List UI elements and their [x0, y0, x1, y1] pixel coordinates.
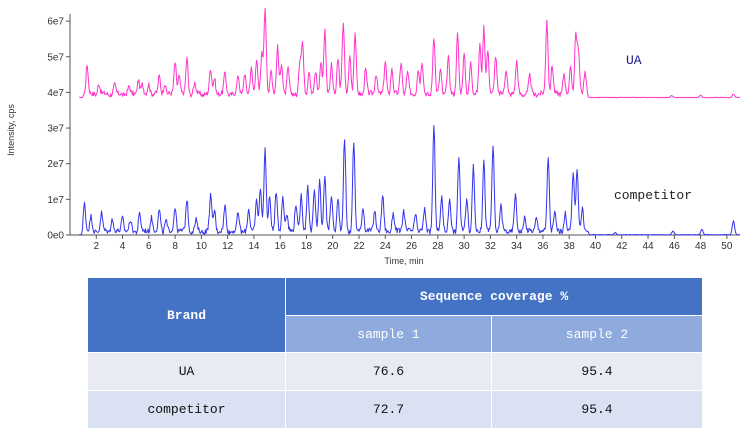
x-tick-label: 20 [327, 241, 339, 252]
x-tick-label: 10 [196, 241, 208, 252]
x-tick-label: 18 [301, 241, 313, 252]
y-axis-title: Intensity, cps [6, 104, 16, 156]
x-tick-label: 26 [406, 241, 418, 252]
brand-cell: competitor [87, 390, 286, 429]
sample1-cell: 72.7 [285, 390, 492, 429]
sample1-header: sample 1 [285, 315, 492, 353]
x-tick-label: 38 [564, 241, 576, 252]
sample2-header: sample 2 [490, 315, 704, 353]
y-tick-label: 1e7 [47, 195, 64, 206]
x-tick-label: 34 [511, 241, 523, 252]
x-tick-label: 32 [485, 241, 497, 252]
table-row: competitor 72.7 95.4 [87, 390, 704, 429]
series-line-ua [79, 7, 741, 99]
x-tick-label: 4 [120, 241, 126, 252]
x-tick-label: 16 [275, 241, 287, 252]
x-tick-label: 22 [353, 241, 365, 252]
y-tick-label: 0e0 [47, 231, 64, 242]
x-tick-label: 14 [248, 241, 260, 252]
series-lines [79, 7, 741, 236]
brand-header: Brand [87, 277, 286, 353]
y-tick-label: 6e7 [47, 17, 64, 28]
x-tick-label: 46 [669, 241, 681, 252]
x-tick-label: 24 [380, 241, 392, 252]
x-axis-ticks: 2 4 6 8 10 12 14 16 18 20 22 24 26 28 30 32 34 36 38 40 42 44… [93, 235, 733, 252]
x-tick-label: 28 [432, 241, 444, 252]
x-tick-label: 44 [642, 241, 654, 252]
series-label-ua: UA [626, 53, 642, 68]
x-tick-label: 2 [93, 241, 99, 252]
sample2-cell: 95.4 [490, 390, 704, 429]
x-axis-title: Time, min [384, 256, 423, 266]
x-tick-label: 48 [695, 241, 707, 252]
coverage-header: Sequence coverage % [284, 277, 704, 316]
x-tick-label: 50 [721, 241, 733, 252]
y-tick-label: 2e7 [47, 159, 64, 170]
y-tick-label: 5e7 [47, 52, 64, 63]
x-tick-label: 12 [222, 241, 234, 252]
y-tick-label: 4e7 [47, 88, 64, 99]
brand-cell: UA [87, 352, 286, 391]
y-tick-label: 3e7 [47, 124, 64, 135]
x-tick-label: 36 [537, 241, 549, 252]
y-axis-ticks: 0e0 1e7 2e7 3e7 4e7 5e7 6e7 [47, 17, 70, 242]
x-tick-label: 8 [172, 241, 178, 252]
series-label-competitor: competitor [614, 188, 692, 203]
x-tick-label: 40 [590, 241, 602, 252]
x-tick-label: 30 [459, 241, 471, 252]
series-line-competitor [79, 125, 741, 236]
x-tick-label: 42 [616, 241, 628, 252]
table-row: UA 76.6 95.4 [87, 352, 704, 391]
sample2-cell: 95.4 [490, 352, 704, 391]
sample1-cell: 76.6 [285, 352, 492, 391]
x-tick-label: 6 [146, 241, 152, 252]
sequence-coverage-table: Brand Sequence coverage % sample 1 sampl… [87, 277, 704, 429]
